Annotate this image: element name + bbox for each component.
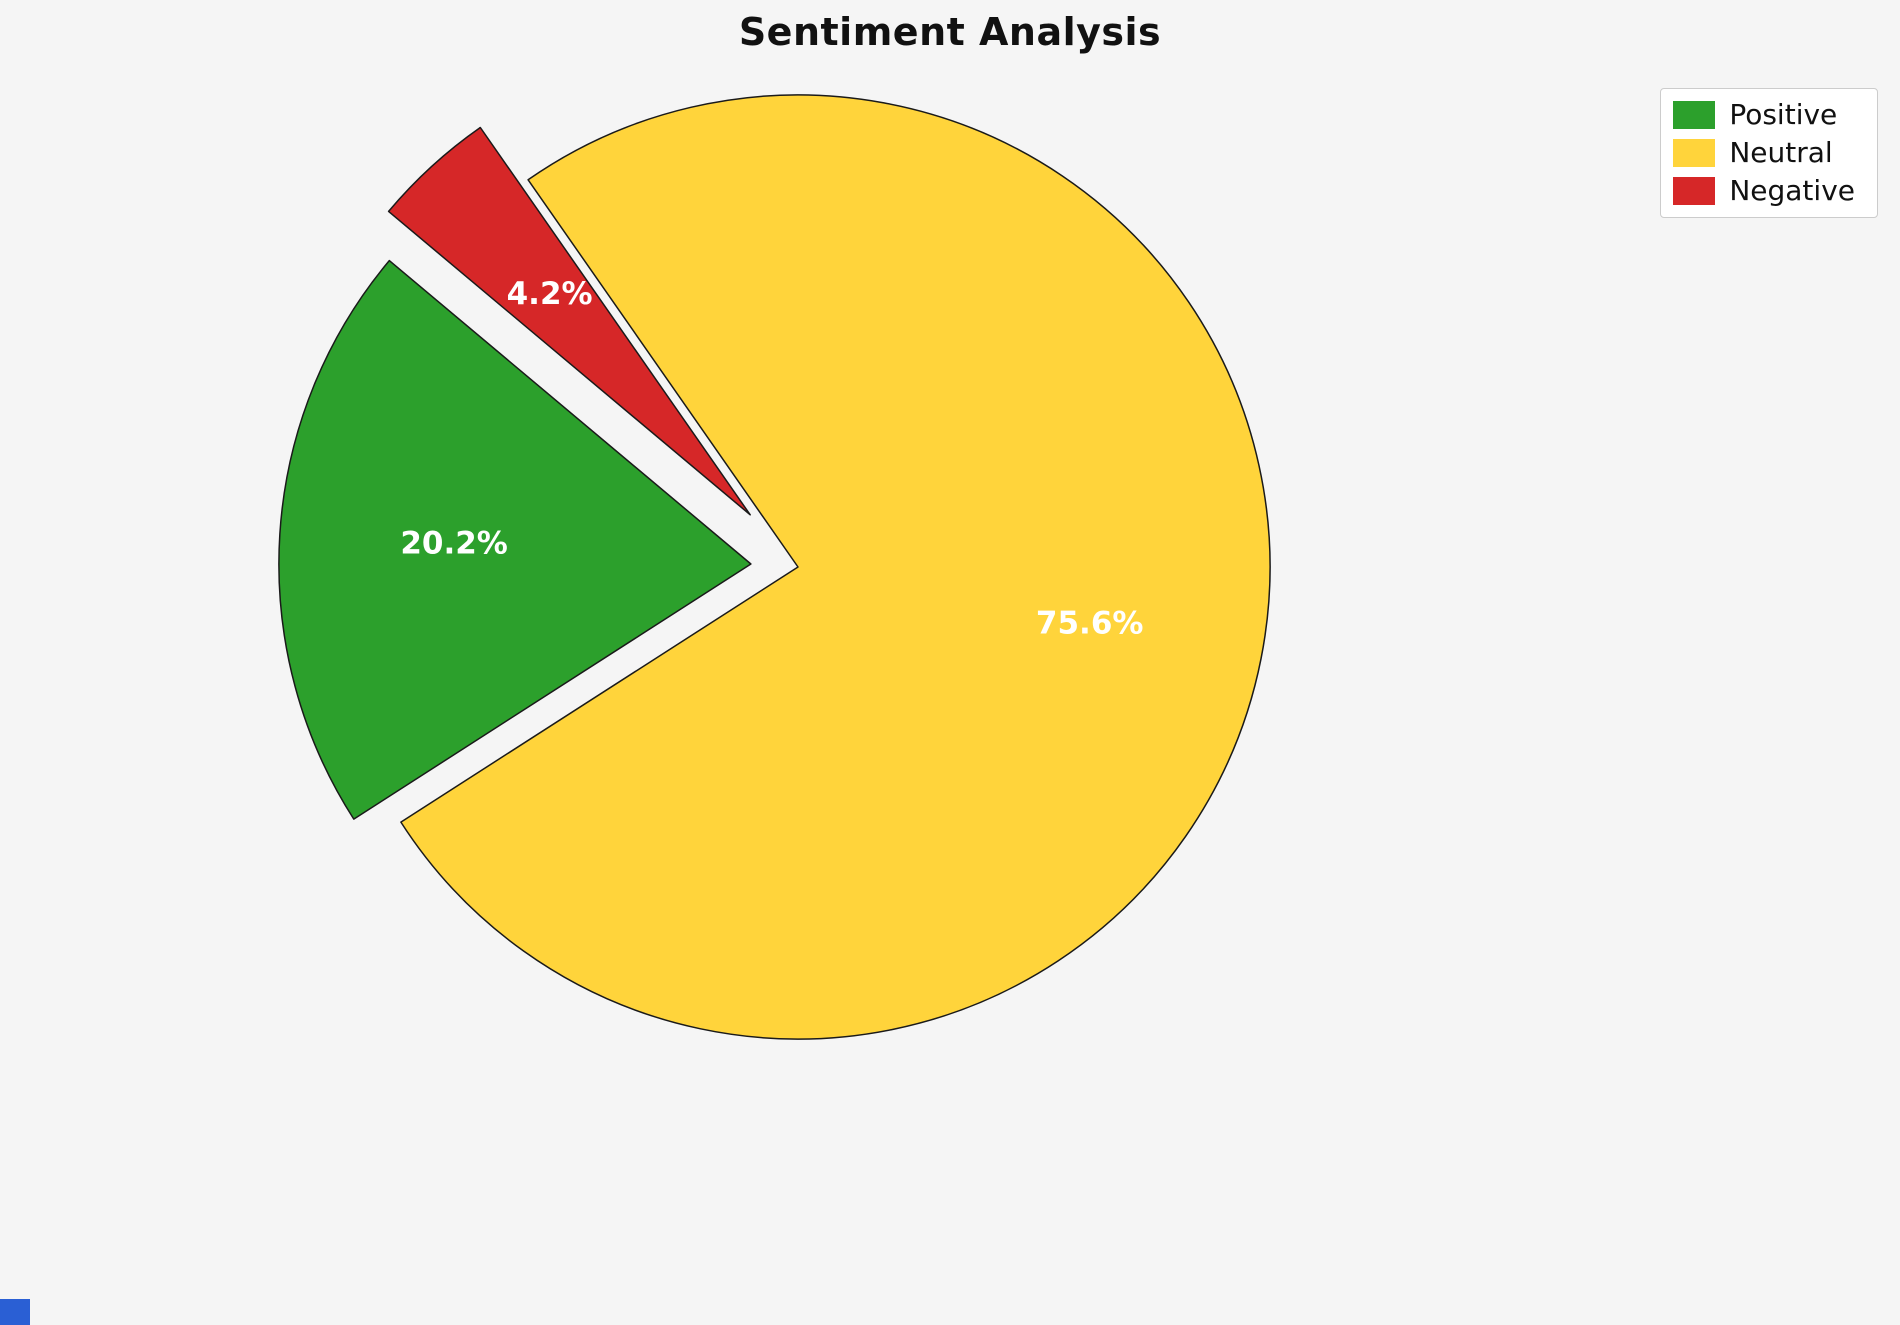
legend-item-positive: Positive	[1673, 101, 1861, 129]
pie-slice-positive	[278, 259, 752, 820]
legend-label-neutral: Neutral	[1729, 136, 1833, 169]
pie-slice-neutral	[400, 94, 1271, 1040]
legend: Positive Neutral Negative	[1660, 88, 1878, 218]
pct-label-positive: 20.2%	[400, 526, 508, 562]
legend-label-negative: Negative	[1729, 174, 1855, 207]
pct-label-neutral: 75.6%	[1036, 605, 1144, 641]
legend-swatch-negative	[1673, 177, 1716, 205]
pct-label-negative: 4.2%	[507, 276, 593, 312]
chart-title: Sentiment Analysis	[738, 10, 1162, 54]
legend-item-neutral: Neutral	[1673, 139, 1861, 167]
legend-swatch-neutral	[1673, 139, 1716, 167]
legend-item-negative: Negative	[1673, 177, 1861, 205]
legend-swatch-positive	[1673, 101, 1716, 129]
legend-label-positive: Positive	[1729, 98, 1838, 131]
corner-marker	[0, 1299, 30, 1325]
pie-slice-negative	[387, 126, 751, 516]
